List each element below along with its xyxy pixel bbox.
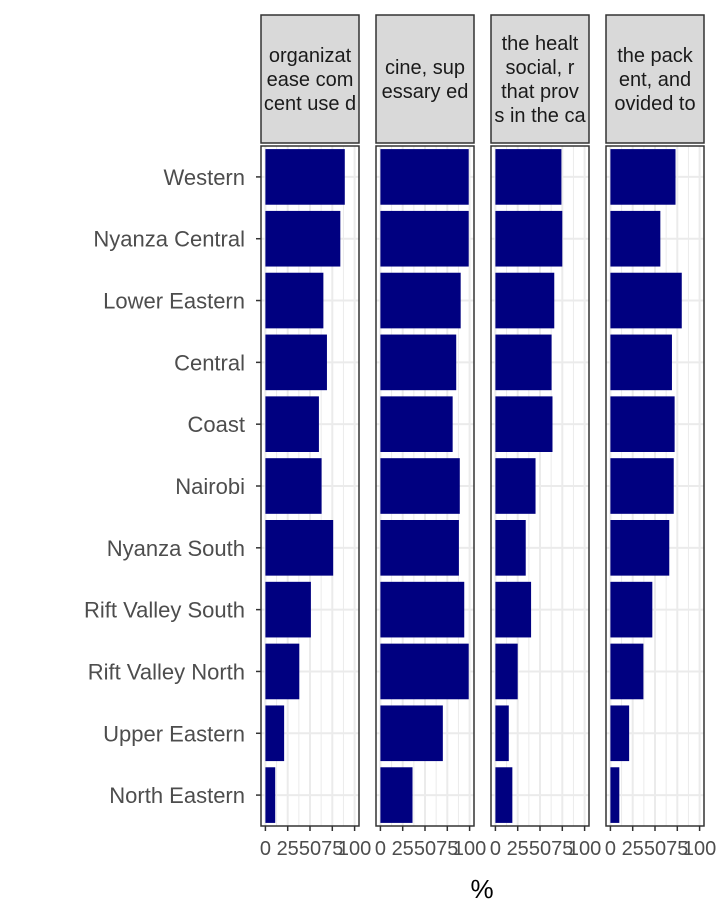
x-tick-label: 25 bbox=[622, 838, 644, 860]
bar bbox=[610, 272, 682, 329]
bar bbox=[380, 643, 469, 700]
bar bbox=[495, 396, 553, 452]
bar bbox=[265, 767, 276, 823]
bar bbox=[380, 581, 465, 638]
category-label: Nyanza South bbox=[107, 536, 245, 561]
bar bbox=[380, 458, 460, 514]
x-tick-label: 100 bbox=[683, 838, 716, 860]
bar bbox=[380, 210, 469, 267]
category-label: Western bbox=[163, 165, 245, 190]
bar bbox=[380, 396, 453, 452]
bar bbox=[265, 396, 319, 452]
facet-title-line: essary ed bbox=[382, 81, 469, 103]
category-label: Nairobi bbox=[175, 474, 245, 499]
bar bbox=[380, 767, 413, 823]
bar bbox=[610, 458, 674, 514]
facet-strip bbox=[375, 14, 475, 144]
facet-title-line: that prov bbox=[501, 81, 579, 103]
x-tick-label: 75 bbox=[436, 838, 458, 860]
bar bbox=[380, 705, 443, 762]
bar bbox=[265, 458, 322, 514]
bar bbox=[265, 520, 334, 576]
facet-strip bbox=[605, 14, 705, 144]
bar bbox=[495, 210, 563, 267]
x-tick-label: 25 bbox=[507, 838, 529, 860]
facet-title-line: cine, sup bbox=[385, 57, 465, 79]
bar bbox=[265, 210, 341, 267]
x-axis-label: % bbox=[470, 874, 493, 904]
bar bbox=[610, 643, 644, 700]
category-label: Rift Valley North bbox=[88, 659, 245, 684]
x-tick-label: 100 bbox=[568, 838, 601, 860]
x-tick-label: 75 bbox=[666, 838, 688, 860]
category-label: Nyanza Central bbox=[93, 227, 245, 252]
bar bbox=[495, 458, 536, 514]
x-tick-label: 0 bbox=[605, 838, 616, 860]
bar bbox=[495, 643, 518, 700]
bar bbox=[610, 334, 672, 391]
category-label: Lower Eastern bbox=[103, 289, 245, 314]
bar bbox=[265, 581, 311, 638]
bar bbox=[265, 334, 327, 391]
x-tick-label: 50 bbox=[299, 838, 321, 860]
y-axis: Western Nyanza Central Lower Eastern Centra… bbox=[84, 165, 261, 808]
x-tick-label: 0 bbox=[375, 838, 386, 860]
bar bbox=[610, 396, 675, 452]
x-tick-label: 50 bbox=[529, 838, 551, 860]
category-label: Coast bbox=[188, 412, 245, 437]
bar bbox=[495, 272, 555, 329]
bar bbox=[495, 520, 526, 576]
x-tick-label: 25 bbox=[392, 838, 414, 860]
bar bbox=[380, 520, 459, 576]
bar bbox=[265, 643, 300, 700]
x-tick-label: 0 bbox=[490, 838, 501, 860]
bar bbox=[380, 272, 461, 329]
facet-title-line: the pack bbox=[617, 45, 694, 67]
facet-strip bbox=[260, 14, 360, 144]
bar bbox=[610, 520, 670, 576]
x-tick-label: 25 bbox=[277, 838, 299, 860]
category-label: Central bbox=[174, 350, 245, 375]
facet-strip bbox=[490, 14, 590, 144]
category-label: Upper Eastern bbox=[103, 721, 245, 746]
facet-title-line: organizat bbox=[269, 45, 352, 67]
bar bbox=[610, 705, 630, 762]
bar bbox=[610, 767, 620, 823]
x-tick-label: 50 bbox=[644, 838, 666, 860]
bar bbox=[265, 149, 345, 205]
bar bbox=[495, 334, 552, 391]
facet-title-line: ovided to bbox=[614, 93, 695, 115]
x-tick-label: 50 bbox=[414, 838, 436, 860]
bar bbox=[610, 210, 661, 267]
bar bbox=[265, 272, 324, 329]
category-label: Rift Valley South bbox=[84, 598, 245, 623]
facet-title-line: ease com bbox=[267, 69, 354, 91]
x-tick-label: 75 bbox=[551, 838, 573, 860]
category-label: North Eastern bbox=[109, 783, 245, 808]
bar bbox=[495, 149, 562, 205]
facet-title-line: the healt bbox=[502, 33, 579, 55]
facet-title-line: ent, and bbox=[619, 69, 691, 91]
bar bbox=[610, 581, 653, 638]
x-tick-label: 100 bbox=[453, 838, 486, 860]
bar bbox=[495, 705, 509, 762]
x-tick-label: 100 bbox=[338, 838, 371, 860]
bar bbox=[380, 334, 457, 391]
bar bbox=[610, 149, 676, 205]
bar bbox=[265, 705, 285, 762]
x-tick-label: 0 bbox=[260, 838, 271, 860]
bar bbox=[495, 581, 532, 638]
bar bbox=[495, 767, 513, 823]
x-tick-label: 75 bbox=[321, 838, 343, 860]
facet-title-line: social, r bbox=[506, 57, 575, 79]
facet-title-line: cent use d bbox=[264, 93, 356, 115]
bar bbox=[380, 149, 469, 205]
facet-title-line: s in the ca bbox=[494, 105, 586, 127]
